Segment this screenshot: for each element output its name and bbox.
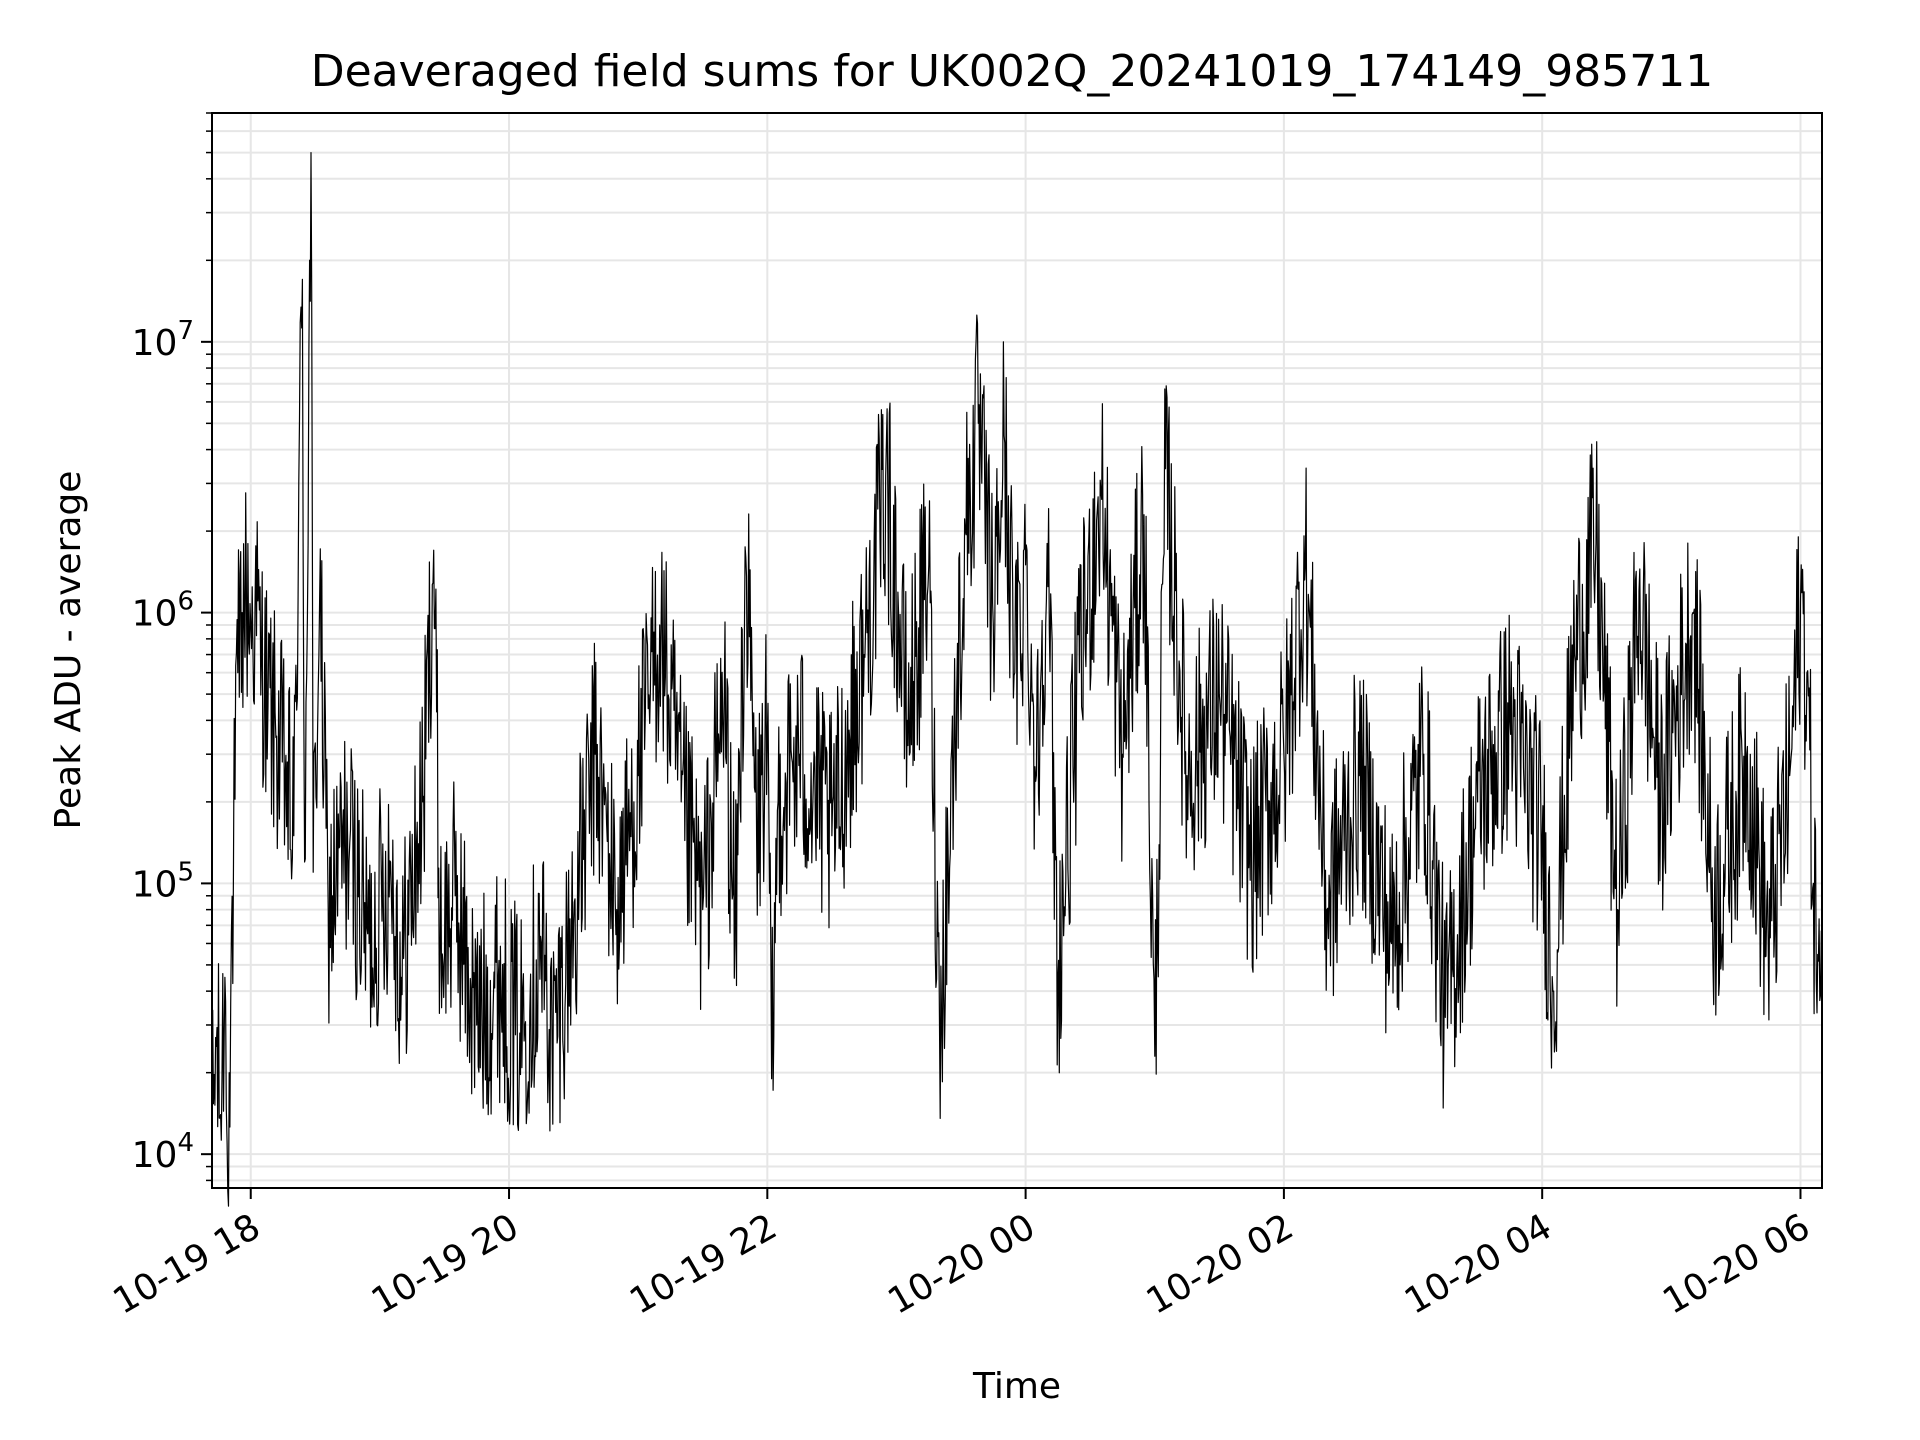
series-group xyxy=(211,152,1823,1207)
grid xyxy=(212,112,1822,1188)
y-tick-label: 107 xyxy=(132,316,194,364)
x-axis-label: Time xyxy=(972,1366,1061,1407)
y-tick-label: 104 xyxy=(132,1128,194,1176)
y-tick-label: 106 xyxy=(132,587,194,635)
series-line xyxy=(211,152,1823,1207)
plot-frame xyxy=(211,112,1823,1189)
chart-title: Deaveraged field sums for UK002Q_2024101… xyxy=(311,46,1714,97)
y-tick-label: 105 xyxy=(132,857,194,905)
y-axis-label: Peak ADU - average xyxy=(48,471,89,830)
